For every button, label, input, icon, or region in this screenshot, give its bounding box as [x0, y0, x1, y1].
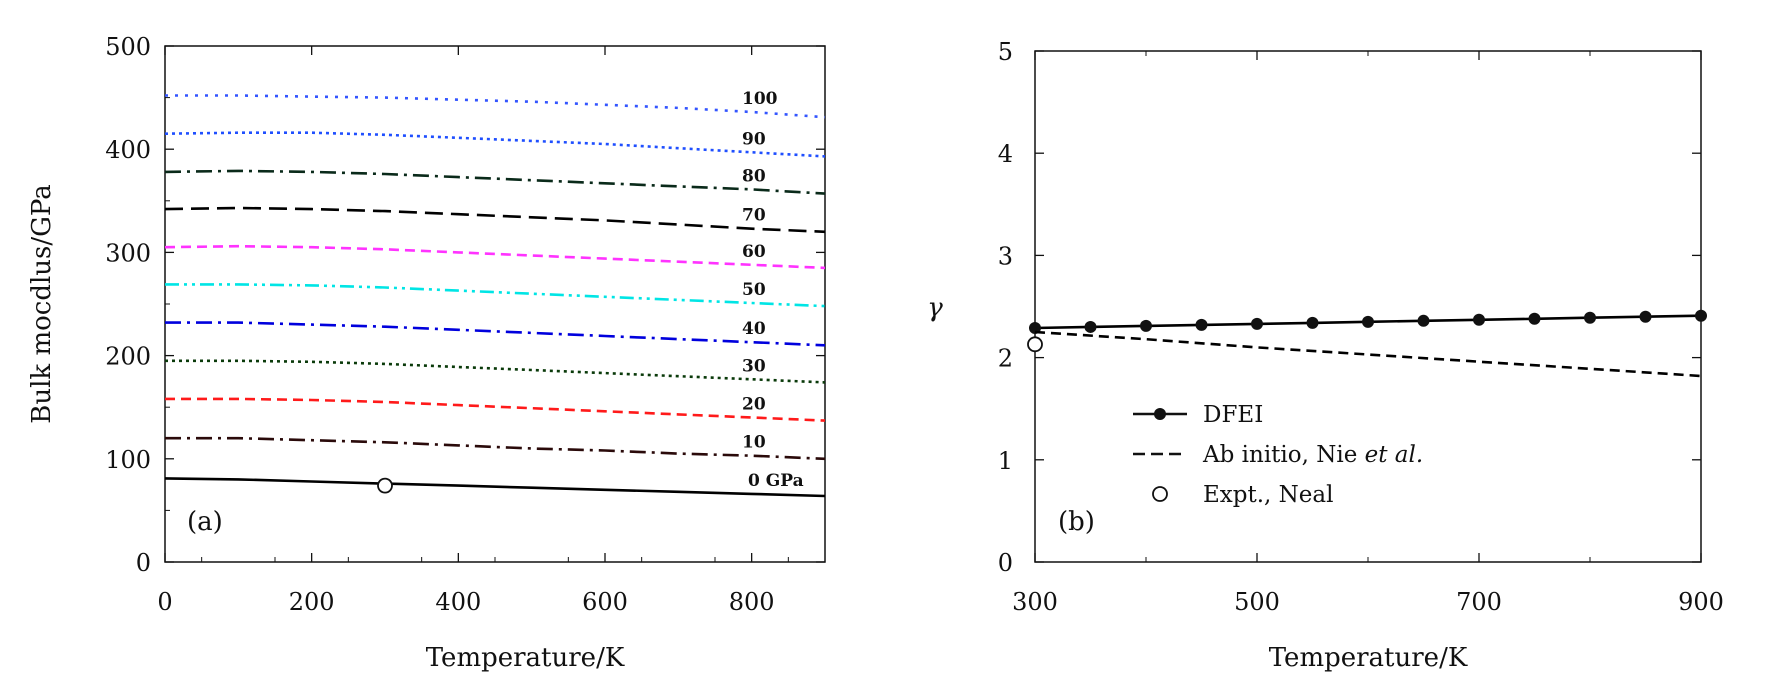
panel-a-x-tick-label: 200 — [289, 588, 335, 616]
panel-b-y-tick-labels: 0 1 2 3 4 5 — [998, 38, 1013, 577]
panel-b-dfei-point — [1362, 315, 1374, 328]
panel-a-curve-70 — [164, 206, 826, 234]
panel-b-dfei-point — [1584, 311, 1596, 324]
panel-b-x-tick-label: 500 — [1234, 588, 1280, 616]
panel-b-y-tick-label: 2 — [998, 345, 1013, 373]
panel-b-dfei-point — [1140, 319, 1152, 332]
panel-a-y-tick-labels: 0 100 200 300 400 500 — [105, 33, 151, 577]
panel-a-curve-label: 50 — [742, 280, 766, 300]
legend-expt-text: Expt., Neal — [1203, 482, 1333, 508]
legend-abinitio-italic: et al. — [1365, 442, 1424, 468]
panel-b-curve-ab-initio — [1034, 330, 1702, 378]
panel-a-curve-label: 90 — [742, 129, 766, 149]
panel-b-x-tick-label: 900 — [1678, 588, 1724, 616]
panel-b-expt-point — [1027, 336, 1043, 353]
panel-b-x-tick-label: 700 — [1456, 588, 1502, 616]
panel-b-dfei-point — [1528, 312, 1541, 325]
panel-b-dfei-point — [1639, 310, 1652, 323]
panel-a-curve-labels: 0 GPa 10 20 30 40 50 60 70 80 90 100 — [742, 89, 804, 491]
panel-b-y-tick-label: 4 — [998, 140, 1013, 168]
panel-a-curve-60 — [164, 244, 826, 270]
panel-b-y-tick-label: 1 — [998, 447, 1013, 475]
panel-a-y-tick-label: 200 — [105, 343, 151, 371]
panel-a-curve-label: 20 — [742, 395, 766, 415]
panel-b-frame — [1034, 50, 1702, 563]
panel-a-curve-10 — [165, 436, 826, 461]
panel-a-bulk-modulus: 0 200 400 600 800 0 100 200 300 400 500 0 GPa 10 20… — [27, 33, 826, 673]
panel-b-dfei-point — [1473, 313, 1485, 326]
panel-a-curve-label: 70 — [742, 206, 766, 226]
panel-a-curve-label: 10 — [742, 433, 766, 453]
panel-a-y-tick-label: 300 — [105, 239, 151, 267]
panel-a-y-tick-label: 500 — [105, 33, 151, 61]
panel-a-curve-label: 0 GPa — [748, 471, 804, 491]
panel-a-curve-label: 80 — [742, 166, 766, 186]
panel-a-expt-point — [377, 477, 393, 494]
panel-b-dfei-point — [1306, 316, 1319, 329]
panel-a-markers — [377, 477, 393, 494]
panel-b-curves — [1029, 309, 1707, 378]
panel-a-curves — [164, 94, 826, 498]
panel-b-y-tick-label: 0 — [998, 549, 1013, 577]
panel-b-gruneisen: 300 500 700 900 0 1 2 3 4 5 DFEI Ab initio, Nie … — [927, 38, 1724, 673]
panel-b-legend: DFEI Ab initio, Nie et al. Expt., Neal — [1133, 402, 1423, 508]
panel-a-curve-100 — [165, 94, 826, 119]
panel-b-y-tick-label: 5 — [998, 38, 1013, 66]
panel-b-dfei-point — [1195, 318, 1208, 331]
panel-a-frame — [164, 45, 826, 563]
panel-b-dfei-point — [1084, 320, 1097, 333]
panel-b-x-axis-title: Temperature/K — [1269, 643, 1468, 673]
panel-b-x-tick-label: 300 — [1012, 588, 1058, 616]
legend-expt-marker — [1152, 486, 1168, 502]
panel-a-y-tick-label: 400 — [105, 136, 151, 164]
panel-a-y-axis-title: Bulk mocdlus/GPa — [27, 184, 57, 423]
panel-a-label: (a) — [187, 507, 223, 537]
panel-a-x-tick-labels: 0 200 400 600 800 — [157, 588, 774, 616]
legend-dfei-text: DFEI — [1203, 402, 1263, 428]
panel-b-dfei-point — [1251, 317, 1263, 330]
panel-a-curve-80 — [164, 169, 826, 195]
panel-a-x-tick-label: 400 — [435, 588, 481, 616]
panel-a-y-tick-label: 0 — [136, 549, 151, 577]
panel-a-curve-90 — [164, 131, 826, 158]
panel-a-x-tick-label: 0 — [157, 588, 172, 616]
legend-dfei-marker — [1154, 408, 1166, 420]
legend-abinitio-text: Ab initio, Nie et al. — [1202, 442, 1423, 468]
panel-a-ticks — [164, 45, 825, 563]
panel-b-dfei-point — [1417, 314, 1430, 327]
legend-abinitio-main: Ab initio, Nie — [1202, 442, 1365, 468]
panel-a-curve-30 — [165, 359, 826, 384]
panel-a-curve-20 — [165, 397, 826, 422]
panel-b-dfei-point — [1695, 309, 1707, 322]
panel-a-curve-label: 40 — [742, 319, 766, 339]
panel-b-y-tick-label: 3 — [998, 242, 1013, 270]
panel-a-curve-label: 60 — [742, 242, 766, 262]
panel-b-points — [1027, 336, 1043, 353]
panel-a-curve-0-gpa — [164, 477, 826, 498]
panel-a-curve-50 — [165, 283, 826, 308]
panel-a-x-tick-label: 800 — [729, 588, 775, 616]
panel-a-x-tick-label: 600 — [582, 588, 628, 616]
panel-b-ticks — [1034, 50, 1702, 563]
panel-a-y-tick-label: 100 — [105, 446, 151, 474]
panel-a-curve-label: 30 — [742, 356, 766, 376]
panel-b-label: (b) — [1058, 507, 1095, 537]
panel-a-curve-40 — [165, 321, 826, 347]
panel-b-y-axis-title: γ — [927, 293, 943, 323]
panel-a-curve-label: 100 — [742, 89, 778, 109]
panel-a-x-axis-title: Temperature/K — [426, 643, 625, 673]
panel-b-x-tick-labels: 300 500 700 900 — [1012, 588, 1724, 616]
